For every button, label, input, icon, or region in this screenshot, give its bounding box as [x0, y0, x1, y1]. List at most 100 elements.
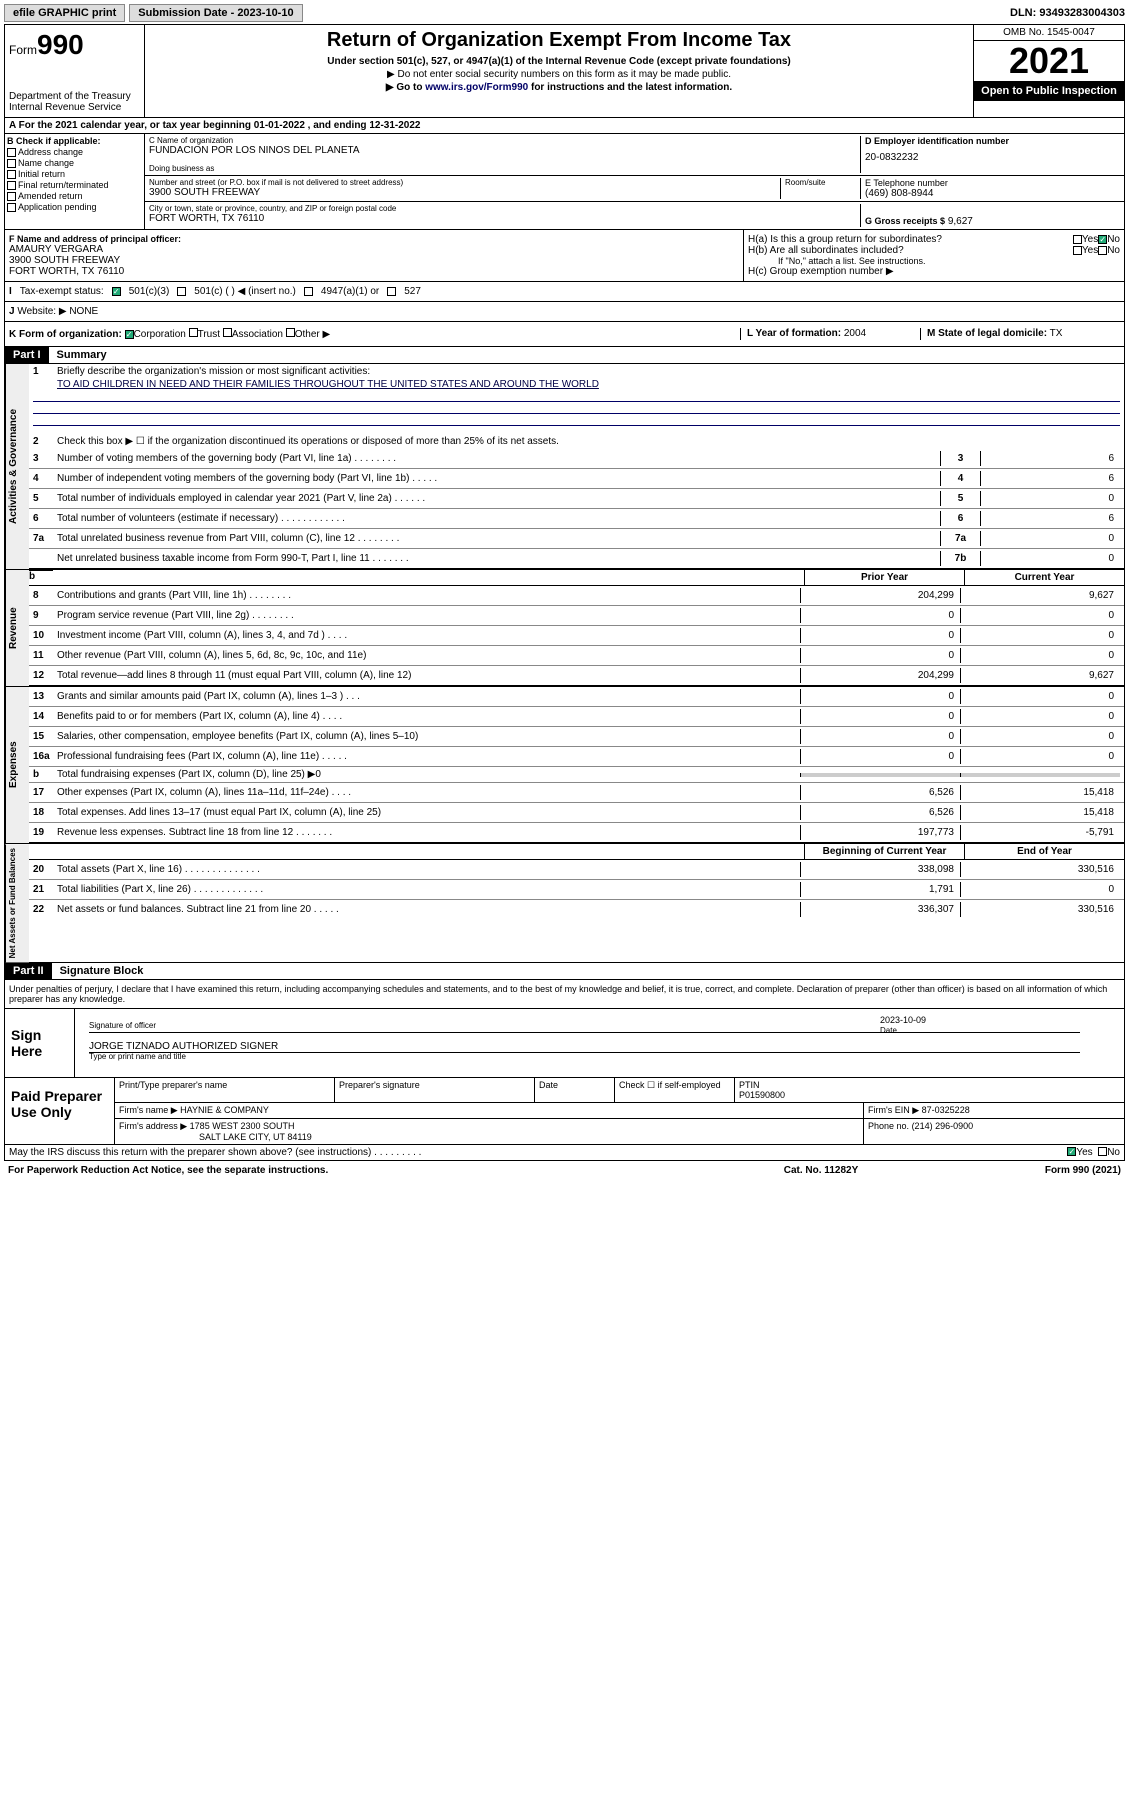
sig-date: 2023-10-09 — [880, 1015, 926, 1025]
r16b-cy — [960, 773, 1120, 777]
signer-name: JORGE TIZNADO AUTHORIZED SIGNER — [89, 1041, 278, 1052]
dba-label: Doing business as — [149, 164, 860, 173]
domicile: TX — [1050, 328, 1063, 339]
r11-py: 0 — [800, 648, 960, 663]
chk-corp[interactable] — [125, 330, 134, 339]
val-5: 0 — [980, 491, 1120, 506]
val-6: 6 — [980, 511, 1120, 526]
chk-hb-no[interactable] — [1098, 246, 1107, 255]
ptin: P01590800 — [739, 1090, 785, 1100]
website: NONE — [69, 306, 98, 317]
city-state-zip: FORT WORTH, TX 76110 — [149, 213, 860, 224]
preparer-name-label: Print/Type preparer's name — [115, 1078, 335, 1102]
chk-501c3[interactable] — [112, 287, 121, 296]
r15-py: 0 — [800, 729, 960, 744]
form-header: Form990 Department of the Treasury Inter… — [4, 24, 1125, 118]
ha-label: H(a) Is this a group return for subordin… — [748, 234, 1073, 245]
r10-py: 0 — [800, 628, 960, 643]
r12-cy: 9,627 — [960, 668, 1120, 683]
chk-address[interactable] — [7, 148, 16, 157]
chk-initial[interactable] — [7, 170, 16, 179]
r9-cy: 0 — [960, 608, 1120, 623]
chk-ha-yes[interactable] — [1073, 235, 1082, 244]
hb-label: H(b) Are all subordinates included? — [748, 245, 1073, 256]
chk-name[interactable] — [7, 159, 16, 168]
subtitle-1: Under section 501(c), 527, or 4947(a)(1)… — [149, 56, 969, 67]
firm-addr1: 1785 WEST 2300 SOUTH — [190, 1121, 295, 1131]
chk-final[interactable] — [7, 181, 16, 190]
submission-date: Submission Date - 2023-10-10 — [129, 4, 302, 22]
r17-py: 6,526 — [800, 785, 960, 800]
r17-cy: 15,418 — [960, 785, 1120, 800]
r20-py: 338,098 — [800, 862, 960, 877]
col-prior-year: Prior Year — [804, 570, 964, 585]
dln: DLN: 93493283004303 — [1010, 7, 1125, 19]
vtab-governance: Activities & Governance — [5, 364, 29, 569]
val-7a: 0 — [980, 531, 1120, 546]
chk-501c[interactable] — [177, 287, 186, 296]
r10-cy: 0 — [960, 628, 1120, 643]
form-title: Return of Organization Exempt From Incom… — [149, 29, 969, 52]
line1-text: Briefly describe the organization's miss… — [57, 366, 1120, 377]
r22-py: 336,307 — [800, 902, 960, 917]
org-name: FUNDACION POR LOS NINOS DEL PLANETA — [149, 145, 860, 156]
preparer-sig-label: Preparer's signature — [335, 1078, 535, 1102]
top-bar: efile GRAPHIC print Submission Date - 20… — [4, 4, 1125, 22]
officer-name: AMAURY VERGARA — [9, 244, 739, 255]
r16a-cy: 0 — [960, 749, 1120, 764]
chk-trust[interactable] — [189, 328, 198, 337]
street-address: 3900 SOUTH FREEWAY — [149, 187, 780, 198]
d-label: D Employer identification number — [865, 136, 1120, 146]
col-beginning: Beginning of Current Year — [804, 844, 964, 859]
penalties-text: Under penalties of perjury, I declare th… — [5, 980, 1124, 1008]
chk-527[interactable] — [387, 287, 396, 296]
line2-text: Check this box ▶ ☐ if the organization d… — [57, 436, 1120, 447]
section-bcde: B Check if applicable: Address change Na… — [4, 134, 1125, 230]
r13-py: 0 — [800, 689, 960, 704]
chk-application[interactable] — [7, 203, 16, 212]
e-label: E Telephone number — [865, 178, 1120, 188]
r16b-py — [800, 773, 960, 777]
r21-cy: 0 — [960, 882, 1120, 897]
r9-py: 0 — [800, 608, 960, 623]
firm-name: HAYNIE & COMPANY — [180, 1105, 269, 1115]
chk-other[interactable] — [286, 328, 295, 337]
chk-4947[interactable] — [304, 287, 313, 296]
r16a-py: 0 — [800, 749, 960, 764]
hc-label: H(c) Group exemption number ▶ — [748, 266, 1120, 277]
col-end: End of Year — [964, 844, 1124, 859]
r13-cy: 0 — [960, 689, 1120, 704]
part1-header: Part I — [5, 347, 49, 363]
tax-year: 2021 — [974, 41, 1124, 81]
efile-button[interactable]: efile GRAPHIC print — [4, 4, 125, 22]
tax-year-line: A For the 2021 calendar year, or tax yea… — [4, 118, 1125, 134]
r8-py: 204,299 — [800, 588, 960, 603]
page-footer: For Paperwork Reduction Act Notice, see … — [4, 1161, 1125, 1180]
chk-hb-yes[interactable] — [1073, 246, 1082, 255]
irs-link[interactable]: www.irs.gov/Form990 — [425, 82, 528, 93]
line-k: K Form of organization: Corporation Trus… — [4, 322, 1125, 347]
r21-py: 1,791 — [800, 882, 960, 897]
h-note: If "No," attach a list. See instructions… — [748, 256, 1120, 266]
r18-cy: 15,418 — [960, 805, 1120, 820]
mission-text[interactable]: TO AID CHILDREN IN NEED AND THEIR FAMILI… — [57, 379, 599, 390]
discuss-line: May the IRS discuss this return with the… — [4, 1145, 1125, 1161]
r15-cy: 0 — [960, 729, 1120, 744]
firm-addr2: SALT LAKE CITY, UT 84119 — [119, 1132, 312, 1142]
mission-blank-1 — [33, 390, 1120, 402]
form-ref: Form 990 (2021) — [921, 1165, 1121, 1176]
chk-amended[interactable] — [7, 192, 16, 201]
form-number: 990 — [37, 29, 84, 60]
year-formation: 2004 — [844, 328, 866, 339]
chk-discuss-yes[interactable] — [1067, 1147, 1076, 1156]
paperwork-notice: For Paperwork Reduction Act Notice, see … — [8, 1165, 721, 1176]
sig-officer-label: Signature of officer — [89, 1015, 880, 1032]
chk-discuss-no[interactable] — [1098, 1147, 1107, 1156]
firm-ein: 87-0325228 — [922, 1105, 970, 1115]
chk-ha-no[interactable] — [1098, 235, 1107, 244]
self-employed-label: Check ☐ if self-employed — [615, 1078, 735, 1102]
vtab-expenses: Expenses — [5, 687, 29, 843]
cat-no: Cat. No. 11282Y — [721, 1165, 921, 1176]
chk-assoc[interactable] — [223, 328, 232, 337]
r14-py: 0 — [800, 709, 960, 724]
